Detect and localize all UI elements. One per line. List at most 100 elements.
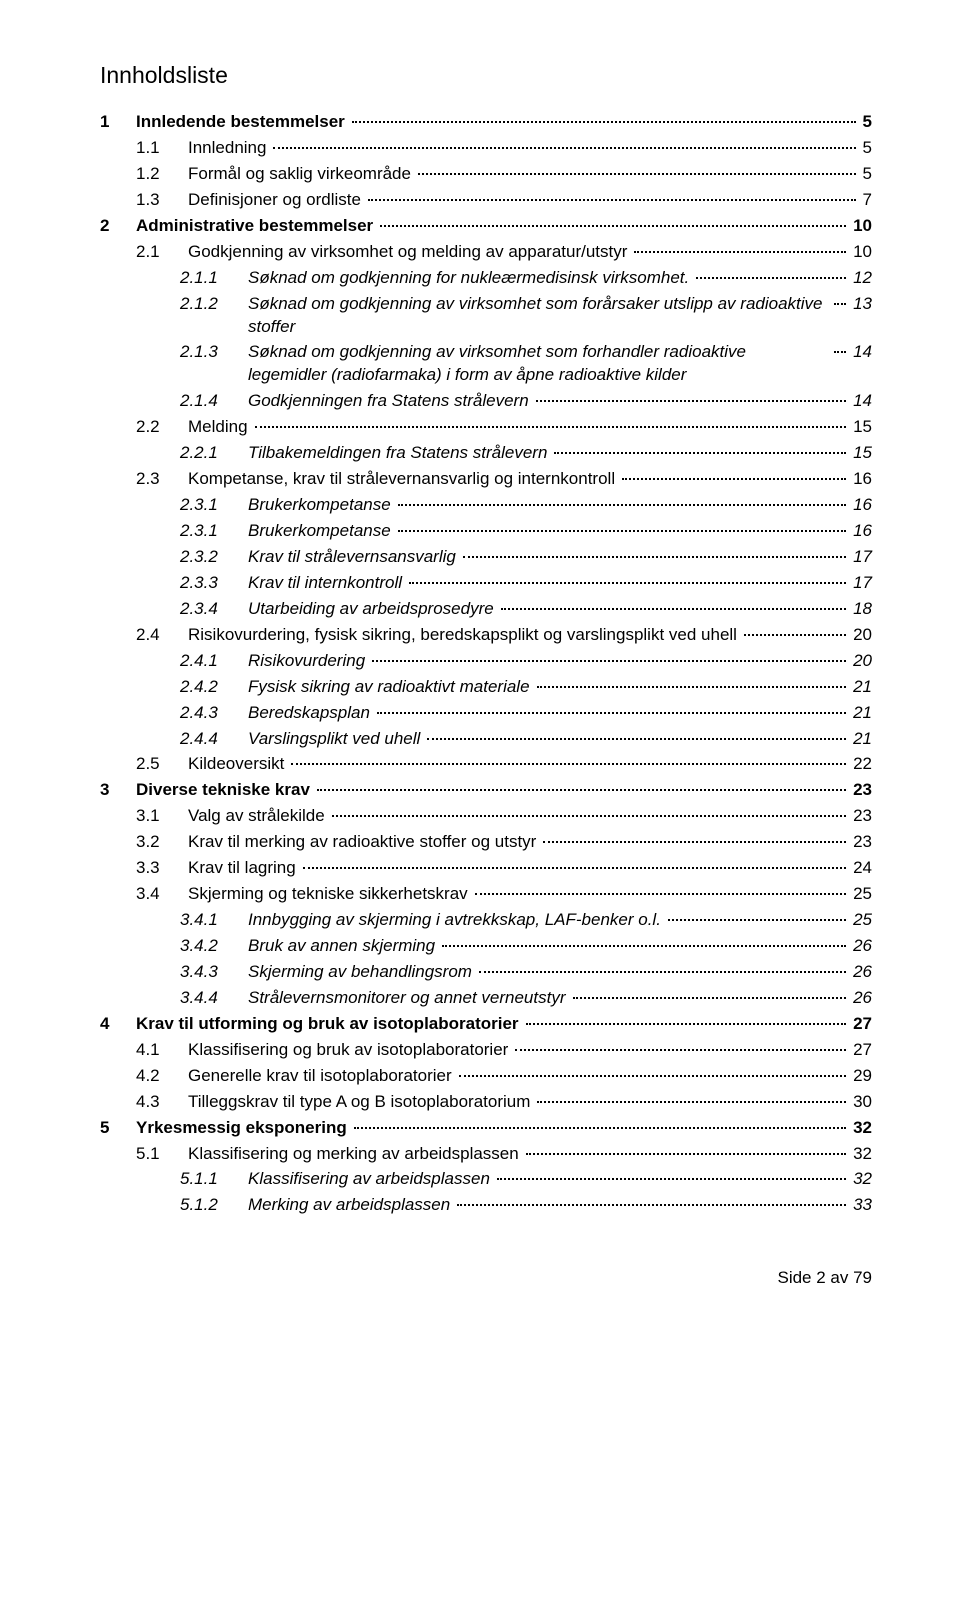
toc-entry-page: 20	[849, 650, 872, 673]
toc-entry-number: 3.4.3	[180, 961, 248, 984]
toc-entry-number: 2.3.1	[180, 494, 248, 517]
toc-entry-number: 2.4.1	[180, 650, 248, 673]
toc-leader-dots	[515, 1049, 846, 1051]
toc-entry-number: 4	[100, 1013, 136, 1036]
toc-leader-dots	[255, 426, 847, 428]
toc-entry-label: Administrative bestemmelser	[136, 215, 377, 238]
toc-entry-label: Godkjenning av virksomhet og melding av …	[188, 241, 631, 264]
toc-entry-number: 3.4.2	[180, 935, 248, 958]
toc-entry-page: 20	[849, 624, 872, 647]
toc-entry: 2.4.1Risikovurdering 20	[180, 650, 872, 673]
toc-leader-dots	[398, 530, 846, 532]
toc-leader-dots	[536, 400, 846, 402]
toc-entry-page: 22	[849, 753, 872, 776]
toc-entry: 2.3.1Brukerkompetanse16	[180, 520, 872, 543]
toc-entry: 2.4.3Beredskapsplan21	[180, 702, 872, 725]
toc-entry-number: 2.4.2	[180, 676, 248, 699]
toc-entry: 2.3Kompetanse, krav til strålevernansvar…	[136, 468, 872, 491]
toc-container: 1Innledende bestemmelser51.1Innledning51…	[100, 111, 872, 1217]
toc-entry-number: 2.1.4	[180, 390, 248, 413]
toc-entry-page: 26	[849, 987, 872, 1010]
toc-entry-page: 15	[849, 416, 872, 439]
toc-entry-number: 3.3	[136, 857, 188, 880]
toc-entry-label: Beredskapsplan	[248, 702, 374, 725]
toc-entry-label: Diverse tekniske krav	[136, 779, 314, 802]
toc-entry-number: 4.1	[136, 1039, 188, 1062]
toc-entry: 3Diverse tekniske krav23	[100, 779, 872, 802]
toc-entry-number: 2.1.2	[180, 293, 248, 316]
toc-entry: 3.3Krav til lagring 24	[136, 857, 872, 880]
toc-leader-dots	[744, 634, 846, 636]
toc-entry-number: 5	[100, 1117, 136, 1140]
toc-leader-dots	[380, 225, 846, 227]
toc-leader-dots	[273, 147, 855, 149]
toc-entry: 2.2Melding15	[136, 416, 872, 439]
toc-leader-dots	[352, 121, 856, 123]
toc-leader-dots	[459, 1075, 846, 1077]
toc-entry-label: Risikovurdering	[248, 650, 369, 673]
toc-entry-label: Brukerkompetanse	[248, 494, 395, 517]
toc-entry: 2.1.2Søknad om godkjenning av virksomhet…	[180, 293, 872, 339]
toc-entry-label: Klassifisering og bruk av isotoplaborato…	[188, 1039, 512, 1062]
toc-entry: 1Innledende bestemmelser5	[100, 111, 872, 134]
toc-entry-number: 2.3.4	[180, 598, 248, 621]
toc-leader-dots	[354, 1127, 846, 1129]
toc-leader-dots	[526, 1023, 847, 1025]
toc-entry-page: 33	[849, 1194, 872, 1217]
toc-entry-number: 3.1	[136, 805, 188, 828]
toc-entry-label: Tilleggskrav til type A og B isotoplabor…	[188, 1091, 534, 1114]
toc-entry: 2.1Godkjenning av virksomhet og melding …	[136, 241, 872, 264]
toc-leader-dots	[634, 251, 846, 253]
toc-entry-page: 24	[849, 857, 872, 880]
toc-leader-dots	[291, 763, 846, 765]
toc-entry-label: Varslingsplikt ved uhell	[248, 728, 424, 751]
toc-leader-dots	[526, 1153, 846, 1155]
toc-entry-number: 2.4.4	[180, 728, 248, 751]
toc-entry-label: Strålevernsmonitorer og annet verneutsty…	[248, 987, 570, 1010]
toc-entry: 2.3.1Brukerkompetanse16	[180, 494, 872, 517]
toc-entry: 2.4.2Fysisk sikring av radioaktivt mater…	[180, 676, 872, 699]
toc-entry-page: 14	[849, 341, 872, 364]
toc-entry: 1.3Definisjoner og ordliste7	[136, 189, 872, 212]
toc-entry-label: Utarbeiding av arbeidsprosedyre	[248, 598, 498, 621]
toc-entry-page: 21	[849, 728, 872, 751]
toc-entry-number: 2	[100, 215, 136, 238]
toc-entry: 3.2Krav til merking av radioaktive stoff…	[136, 831, 872, 854]
toc-entry-page: 17	[849, 572, 872, 595]
toc-entry-number: 1.2	[136, 163, 188, 186]
toc-entry-number: 2.3.1	[180, 520, 248, 543]
toc-entry-label: Krav til lagring	[188, 857, 300, 880]
toc-entry-page: 7	[859, 189, 872, 212]
toc-entry: 2.4Risikovurdering, fysisk sikring, bere…	[136, 624, 872, 647]
toc-entry: 5Yrkesmessig eksponering32	[100, 1117, 872, 1140]
toc-entry: 5.1.1Klassifisering av arbeidsplassen32	[180, 1168, 872, 1191]
toc-leader-dots	[409, 582, 846, 584]
toc-entry-number: 2.1.3	[180, 341, 248, 364]
toc-entry: 2.1.4Godkjenningen fra Statens strålever…	[180, 390, 872, 413]
toc-entry-label: Brukerkompetanse	[248, 520, 395, 543]
toc-entry-label: Krav til utforming og bruk av isotoplabo…	[136, 1013, 523, 1036]
toc-entry-number: 2.1	[136, 241, 188, 264]
toc-entry-page: 12	[849, 267, 872, 290]
toc-entry: 2Administrative bestemmelser10	[100, 215, 872, 238]
toc-entry-label: Bruk av annen skjerming	[248, 935, 439, 958]
toc-entry-page: 25	[849, 883, 872, 906]
toc-leader-dots	[497, 1178, 846, 1180]
toc-entry: 3.1Valg av strålekilde23	[136, 805, 872, 828]
toc-entry-label: Skjerming og tekniske sikkerhetskrav	[188, 883, 472, 906]
toc-entry-number: 2.1.1	[180, 267, 248, 290]
toc-entry-page: 5	[859, 111, 872, 134]
toc-entry-number: 5.1.2	[180, 1194, 248, 1217]
toc-entry-label: Risikovurdering, fysisk sikring, beredsk…	[188, 624, 741, 647]
toc-entry-page: 15	[849, 442, 872, 465]
toc-leader-dots	[537, 1101, 846, 1103]
toc-entry: 4.2Generelle krav til isotoplaboratorier…	[136, 1065, 872, 1088]
toc-entry-number: 2.3	[136, 468, 188, 491]
toc-entry-label: Krav til merking av radioaktive stoffer …	[188, 831, 540, 854]
toc-entry-page: 21	[849, 676, 872, 699]
toc-leader-dots	[442, 945, 846, 947]
toc-entry-page: 26	[849, 961, 872, 984]
toc-entry-page: 21	[849, 702, 872, 725]
toc-entry-number: 2.3.2	[180, 546, 248, 569]
toc-entry-label: Formål og saklig virkeområde	[188, 163, 415, 186]
